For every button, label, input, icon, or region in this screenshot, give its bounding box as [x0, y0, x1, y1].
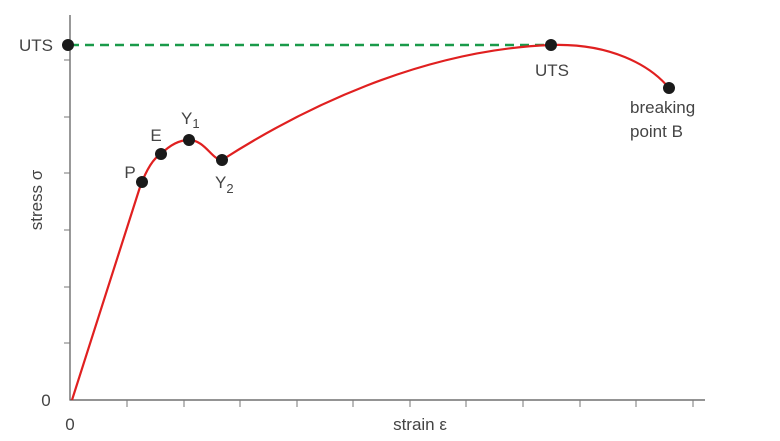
point: [663, 82, 675, 94]
point-label: UTS: [535, 61, 569, 80]
points: [62, 39, 675, 188]
point: [183, 134, 195, 146]
x-label: strain ε: [393, 415, 447, 434]
point: [216, 154, 228, 166]
x-origin: 0: [65, 415, 74, 434]
y-ticks: [64, 59, 70, 344]
label-subscript: 1: [192, 116, 199, 131]
label-subscript: 2: [226, 181, 233, 196]
point-label: Y2: [215, 173, 234, 196]
label-main: Y: [181, 109, 192, 128]
point-label: point B: [630, 122, 683, 141]
axes: [69, 15, 705, 401]
point-label: breaking: [630, 98, 695, 117]
point-label: P: [124, 163, 135, 182]
point-label: Y1: [181, 109, 200, 131]
label-main: Y: [215, 173, 226, 192]
point-label: E: [150, 126, 161, 145]
y-origin: 0: [41, 391, 50, 410]
point: [136, 176, 148, 188]
x-ticks: [126, 400, 694, 407]
y-mark: UTS: [19, 36, 53, 55]
curve: [70, 43, 670, 401]
point: [155, 148, 167, 160]
point: [62, 39, 74, 51]
y-label: stress σ: [27, 169, 46, 230]
point: [545, 39, 557, 51]
